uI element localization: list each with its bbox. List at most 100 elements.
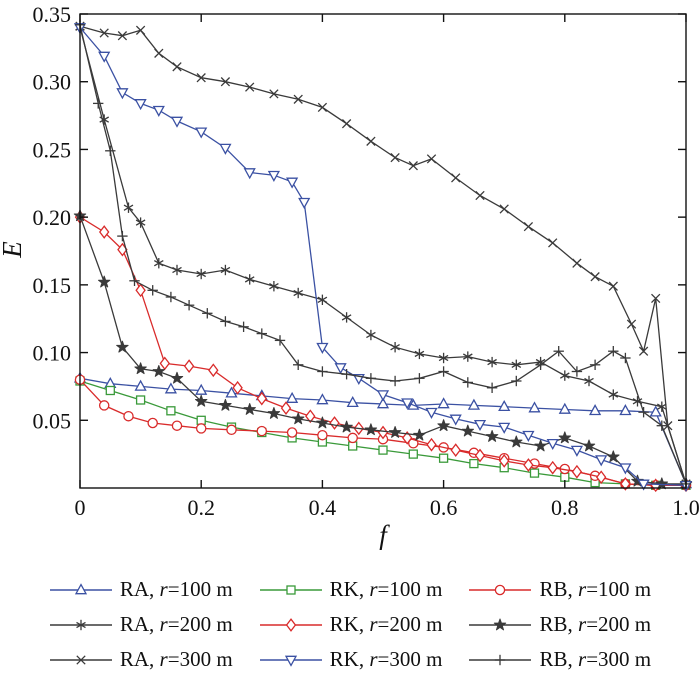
x-cross-icon xyxy=(408,161,418,171)
asterisk-icon xyxy=(172,264,182,276)
x-cross-icon xyxy=(451,173,461,183)
triangle-up-open-icon xyxy=(346,395,359,408)
star-filled-icon xyxy=(655,477,669,490)
y-tick-label: 0.30 xyxy=(33,70,72,95)
asterisk-icon xyxy=(414,348,425,360)
triangle-down-open-icon xyxy=(152,105,165,117)
square-open-icon xyxy=(469,458,479,469)
star-filled-icon xyxy=(364,423,378,436)
asterisk-icon xyxy=(584,375,594,387)
triangle-down-open-icon xyxy=(219,143,232,155)
triangle-up-open-icon xyxy=(376,397,390,409)
plus-icon xyxy=(202,308,213,319)
diamond-open-icon xyxy=(571,464,583,479)
square-open-icon xyxy=(196,415,206,425)
x-cross-icon xyxy=(245,82,255,92)
diamond-open-icon xyxy=(280,401,292,415)
series-line xyxy=(79,27,687,486)
triangle-down-open-icon xyxy=(195,127,208,139)
legend-item-rk-200: RK, r=200 m xyxy=(259,612,442,637)
star-filled-icon xyxy=(116,340,129,353)
star-filled-icon xyxy=(437,419,450,432)
triangle-down-open-icon xyxy=(449,414,462,426)
plus-icon xyxy=(438,366,449,377)
asterisk-icon xyxy=(438,352,449,364)
diamond-open-icon xyxy=(256,391,268,406)
x-cross-icon xyxy=(117,31,128,41)
diamond-open-icon xyxy=(208,363,219,378)
plus-icon xyxy=(589,359,601,370)
triangle-down-open-icon xyxy=(546,438,559,451)
triangle-down-open-icon xyxy=(170,116,184,128)
triangle-up-open-icon xyxy=(619,404,632,416)
triangle-up-open-icon xyxy=(74,582,87,594)
series-rk-300 xyxy=(73,23,693,493)
x-cross-icon xyxy=(172,62,182,72)
triangle-up-open-icon xyxy=(316,393,329,405)
triangle-up-open-icon xyxy=(134,379,147,391)
series-rb-300 xyxy=(74,19,692,490)
triangle-down-open-icon xyxy=(637,479,650,491)
y-tick-label: 0.20 xyxy=(33,205,72,230)
star-filled-icon xyxy=(291,412,305,425)
square-open-icon xyxy=(348,441,358,451)
x-cross-icon xyxy=(341,119,352,129)
plus-icon xyxy=(183,300,195,311)
star-filled-icon xyxy=(494,618,507,630)
plus-icon xyxy=(92,98,104,109)
star-filled-icon xyxy=(485,430,499,442)
x-tick-label: 0 xyxy=(75,495,86,520)
plus-icon xyxy=(608,346,619,357)
asterisk-icon xyxy=(135,217,146,228)
y-tick-label: 0.35 xyxy=(33,2,72,27)
axes-frame xyxy=(79,13,687,489)
triangle-down-open-icon xyxy=(116,88,129,100)
legend-swatch xyxy=(259,655,322,667)
triangle-down-open-icon xyxy=(498,422,511,434)
legend-label: RB, r=100 m xyxy=(539,577,652,601)
y-tick-label: 0.10 xyxy=(33,341,72,366)
legend-item-rb-300: RB, r=300 m xyxy=(468,647,651,672)
legend-item-ra-200: RA, r=200 m xyxy=(49,612,233,637)
triangle-up-open-icon xyxy=(195,383,208,395)
diamond-open-icon xyxy=(305,409,316,424)
plus-icon xyxy=(414,373,425,384)
x-cross-icon xyxy=(293,94,303,104)
asterisk-icon xyxy=(153,258,164,269)
x-tick-label: 0.2 xyxy=(187,495,215,520)
triangle-down-open-icon xyxy=(425,407,438,419)
x-cross-icon xyxy=(590,272,600,282)
asterisk-icon xyxy=(511,359,522,370)
triangle-down-open-icon xyxy=(334,363,347,375)
star-filled-icon xyxy=(134,362,147,375)
x-cross-icon xyxy=(196,73,206,83)
diamond-open-icon xyxy=(329,416,340,430)
square-open-icon xyxy=(378,445,388,455)
square-open-icon xyxy=(438,453,449,463)
series-ra-300 xyxy=(75,21,691,489)
triangle-up-open-icon xyxy=(225,386,238,398)
legend-label: RA, r=300 m xyxy=(119,647,233,671)
plus-icon xyxy=(317,366,328,377)
legend-label: RA, r=100 m xyxy=(119,577,233,601)
star-filled-icon xyxy=(388,426,402,438)
triangle-down-open-icon xyxy=(286,177,299,189)
x-cross-icon xyxy=(499,204,509,214)
asterisk-icon xyxy=(656,401,667,412)
x-cross-icon xyxy=(548,238,558,248)
diamond-open-icon xyxy=(135,283,146,298)
y-tick-label: 0.05 xyxy=(33,408,72,433)
diamond-open-icon xyxy=(620,477,631,491)
triangle-up-open-icon xyxy=(649,405,662,417)
legend-label: RK, r=100 m xyxy=(329,577,443,601)
plus-icon xyxy=(553,346,564,357)
triangle-down-open-icon xyxy=(473,419,487,432)
y-tick-label: 0.25 xyxy=(33,137,72,162)
legend-item-ra-300: RA, r=300 m xyxy=(49,647,233,672)
x-cross-icon xyxy=(220,77,231,87)
circle-open-icon xyxy=(171,420,183,431)
plus-icon xyxy=(293,359,304,370)
star-filled-icon xyxy=(582,439,596,452)
asterisk-icon xyxy=(317,294,328,305)
